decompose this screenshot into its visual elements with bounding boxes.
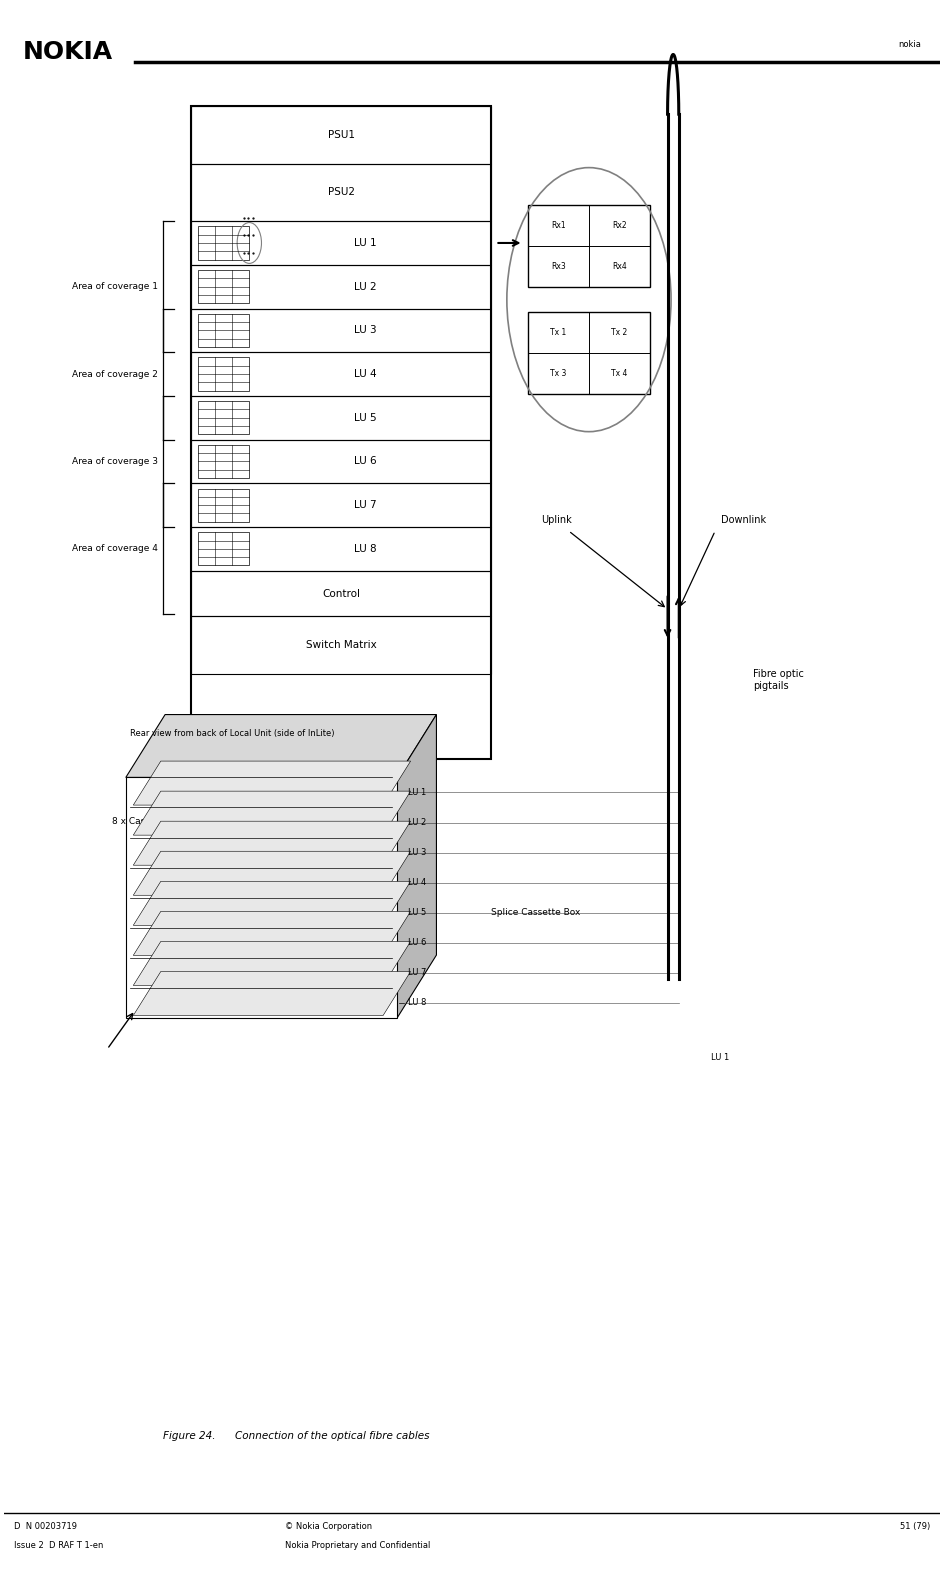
Bar xyxy=(192,570,491,616)
Text: LU 7: LU 7 xyxy=(409,969,427,978)
Text: LU 1: LU 1 xyxy=(409,788,427,796)
Text: Rx3: Rx3 xyxy=(551,262,565,272)
Text: Area of coverage 1: Area of coverage 1 xyxy=(72,283,158,291)
Text: LU 1: LU 1 xyxy=(711,1052,729,1062)
Text: LU 4: LU 4 xyxy=(354,370,377,379)
Text: PSU2: PSU2 xyxy=(328,188,355,198)
Text: LU 8: LU 8 xyxy=(409,999,427,1008)
Bar xyxy=(192,164,491,221)
Text: Tx 3: Tx 3 xyxy=(550,370,566,378)
Polygon shape xyxy=(133,972,411,1016)
Text: Issue 2  D RAF T 1-en: Issue 2 D RAF T 1-en xyxy=(13,1540,103,1550)
Bar xyxy=(198,357,249,390)
Bar xyxy=(528,205,649,288)
Bar xyxy=(192,397,491,439)
Polygon shape xyxy=(133,792,411,836)
Text: LU 4: LU 4 xyxy=(409,878,427,886)
Text: LU 8: LU 8 xyxy=(354,544,377,555)
Bar xyxy=(198,488,249,521)
Text: PSU1: PSU1 xyxy=(328,130,355,141)
Text: Control: Control xyxy=(322,588,360,599)
Text: nokia: nokia xyxy=(899,41,921,49)
Text: Area of coverage 2: Area of coverage 2 xyxy=(72,370,158,379)
Bar xyxy=(192,352,491,397)
Bar xyxy=(198,314,249,348)
Text: LU 7: LU 7 xyxy=(354,501,377,510)
Text: Uplink: Uplink xyxy=(541,515,571,525)
Polygon shape xyxy=(133,822,411,866)
Text: LU 1: LU 1 xyxy=(354,239,377,248)
Text: Rx1: Rx1 xyxy=(551,221,565,231)
Bar xyxy=(192,221,491,265)
Text: Back plate
of MU: Back plate of MU xyxy=(248,768,293,787)
Bar xyxy=(198,532,249,566)
Polygon shape xyxy=(133,942,411,986)
Bar xyxy=(198,401,249,434)
Text: LU 3: LU 3 xyxy=(354,325,377,335)
Text: LU 5: LU 5 xyxy=(354,412,377,423)
Polygon shape xyxy=(133,912,411,956)
Text: NOKIA: NOKIA xyxy=(23,41,113,65)
Text: 51 (79): 51 (79) xyxy=(901,1523,931,1531)
Bar xyxy=(192,616,491,673)
Polygon shape xyxy=(133,882,411,926)
Bar xyxy=(192,308,491,352)
Text: Rx4: Rx4 xyxy=(612,262,627,272)
Text: Tx 4: Tx 4 xyxy=(611,370,628,378)
Text: Rx2: Rx2 xyxy=(612,221,627,231)
Text: Rear view from back of Local Unit (side of InLite): Rear view from back of Local Unit (side … xyxy=(130,728,335,738)
Polygon shape xyxy=(126,777,397,1018)
Text: LU 2: LU 2 xyxy=(409,818,427,826)
Text: Downlink: Downlink xyxy=(721,515,766,525)
Bar xyxy=(192,528,491,570)
Bar xyxy=(192,106,491,758)
Text: Switch Matrix: Switch Matrix xyxy=(306,640,377,649)
Bar xyxy=(192,106,491,164)
Text: LU 3: LU 3 xyxy=(409,848,427,856)
Bar xyxy=(198,270,249,303)
Text: Nokia Proprietary and Confidential: Nokia Proprietary and Confidential xyxy=(285,1540,430,1550)
Bar xyxy=(192,265,491,308)
Bar xyxy=(192,483,491,528)
Text: Tx 1: Tx 1 xyxy=(550,329,566,337)
Text: Area of coverage 3: Area of coverage 3 xyxy=(72,457,158,466)
Text: Fibre optic
pigtails: Fibre optic pigtails xyxy=(752,670,803,690)
Polygon shape xyxy=(126,714,436,777)
Text: Splice Cassette Box: Splice Cassette Box xyxy=(491,908,581,916)
Bar xyxy=(192,439,491,483)
Text: 8 x Cassettes: 8 x Cassettes xyxy=(111,817,173,826)
Text: LU 2: LU 2 xyxy=(354,281,377,292)
Polygon shape xyxy=(133,852,411,896)
Text: © Nokia Corporation: © Nokia Corporation xyxy=(285,1523,372,1531)
Text: Figure 24.      Connection of the optical fibre cables: Figure 24. Connection of the optical fib… xyxy=(163,1431,430,1441)
Text: LU 5: LU 5 xyxy=(409,908,427,916)
Bar xyxy=(198,226,249,259)
Polygon shape xyxy=(133,762,411,806)
Text: LU 6: LU 6 xyxy=(354,457,377,466)
Bar xyxy=(198,446,249,479)
Text: Area of coverage 4: Area of coverage 4 xyxy=(72,545,158,553)
Text: LU 6: LU 6 xyxy=(409,939,427,948)
Bar xyxy=(528,313,649,393)
Polygon shape xyxy=(397,714,436,1018)
Text: D  N 00203719: D N 00203719 xyxy=(13,1523,76,1531)
Text: Tx 2: Tx 2 xyxy=(612,329,628,337)
